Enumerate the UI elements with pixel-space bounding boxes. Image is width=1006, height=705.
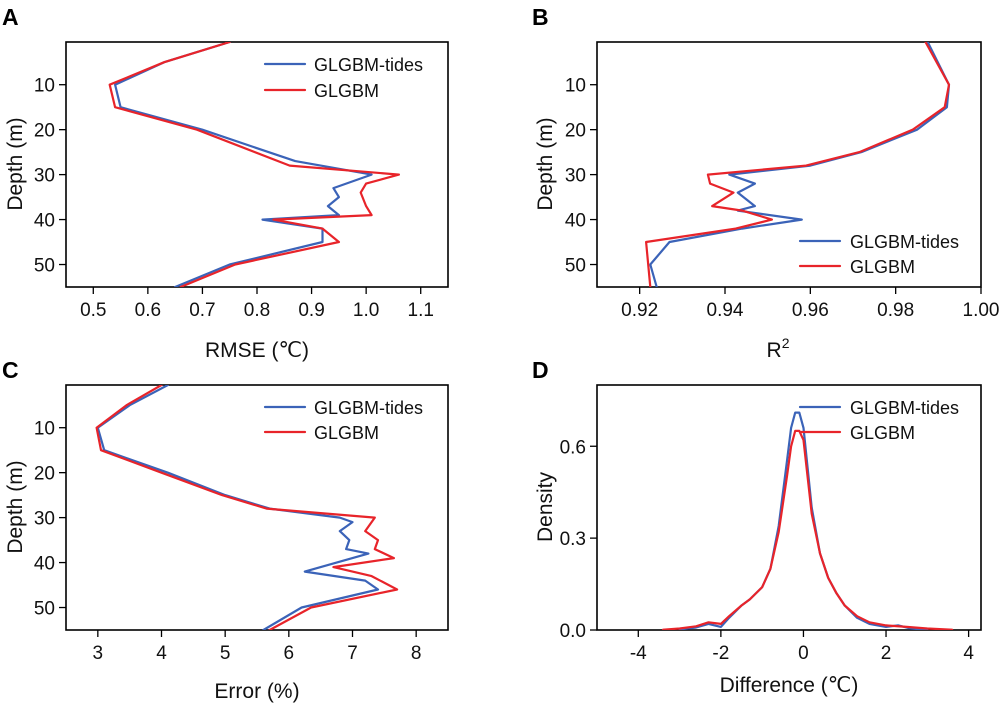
panel-b-x-tick-label: 1.00 [963,300,1000,321]
panel-c-x-tick-label: 5 [220,643,231,664]
panel-b-y-tick-label: 10 [565,76,586,97]
panel-d-x-axis-label: Difference (℃) [720,674,859,697]
panel-d-y-tick-label: 0.0 [560,621,586,642]
panel-b-y-axis-label: Depth (m) [534,117,557,210]
panel-a-series-base-line [108,42,400,287]
panel-c-x-tick-label: 4 [156,643,167,664]
panel-a-y-tick-label: 30 [34,166,55,187]
panel-c-legend-label-tides: GLGBM-tides [314,398,423,418]
panel-a-x-tick-label: 0.6 [135,300,161,321]
panel-c-series-base-line [95,385,399,630]
panel-c-x-tick-label: 7 [347,643,358,664]
panel-c-plot-frame [65,384,449,631]
panel-d-x-tick-label: 2 [881,643,892,664]
panel-c-y-tick-label: 20 [34,464,55,485]
panel-c-y-tick-label: 50 [34,599,55,620]
panel-a-x-tick-label: 0.7 [189,300,215,321]
panel-b-plot-frame [596,41,982,288]
panel-c-label: C [2,357,19,383]
panel-b-series [644,42,951,287]
panel-b-y-tick-label: 40 [565,211,586,232]
panel-d-y-tick-label: 0.6 [560,437,586,458]
panel-a-y-tick-label: 10 [34,76,55,97]
panel-a-x-tick-label: 0.8 [244,300,270,321]
panel-a-y-tick-label: 50 [34,256,55,277]
panel-d-label: D [532,357,549,383]
panel-b: B 0.92 0.94 0.96 0.98 1.00 10 20 30 40 50 R2 Dept… [532,4,999,362]
panel-d-legend-label-tides: GLGBM-tides [850,398,959,418]
panel-c: C 3 4 5 6 7 8 10 20 30 40 50 Error (%) Depth (m) G… [2,357,449,703]
panel-a-ticks: 0.5 0.6 0.7 0.8 0.9 1.0 1.1 10 20 30 40 50 [34,76,434,321]
panel-b-series-tides-line [649,42,951,287]
panel-c-series-tides-line [96,385,380,630]
panel-d-x-tick-label: 0 [798,643,809,664]
panel-a-x-tick-label: 1.1 [408,300,434,321]
panel-a-legend: GLGBM-tides GLGBM [263,55,423,101]
panel-d: D -4 -2 0 2 4 0.0 0.3 0.6 Difference (℃) Densit… [532,357,982,697]
panel-c-legend: GLGBM-tides GLGBM [263,398,423,443]
panel-d-y-axis-label: Density [534,471,557,542]
panel-b-legend-label-base: GLGBM [850,257,915,277]
panel-b-legend: GLGBM-tides GLGBM [798,232,959,277]
panel-a-legend-label-base: GLGBM [314,81,379,101]
panel-d-series-base-line [661,429,954,630]
panel-a-label: A [2,4,19,30]
panel-a-y-axis-label: Depth (m) [4,117,27,210]
panel-c-series [95,385,399,630]
panel-d-x-tick-label: 4 [963,643,974,664]
panel-a-x-tick-label: 1.0 [353,300,379,321]
panel-d-series [661,411,954,630]
panel-c-x-tick-label: 8 [411,643,422,664]
panel-d-ticks: -4 -2 0 2 4 0.0 0.3 0.6 [560,437,975,664]
panel-a-y-tick-label: 20 [34,121,55,142]
panel-a-x-tick-label: 0.9 [298,300,324,321]
panel-d-legend-label-base: GLGBM [850,423,915,443]
panel-c-y-tick-label: 30 [34,509,55,530]
panel-d-y-tick-label: 0.3 [560,529,586,550]
panel-b-x-tick-label: 0.92 [621,300,658,321]
panel-b-legend-label-tides: GLGBM-tides [850,232,959,252]
panel-c-legend-label-base: GLGBM [314,423,379,443]
panel-a-y-tick-label: 40 [34,211,55,232]
panel-b-series-base-line [644,42,951,287]
panel-c-x-tick-label: 3 [93,643,104,664]
panel-b-x-tick-label: 0.94 [707,300,744,321]
panel-a: A 0.5 0.6 0.7 0.8 0.9 1.0 1.1 10 20 30 40 50 RMSE (… [2,4,449,362]
panel-a-legend-label-tides: GLGBM-tides [314,55,423,75]
panel-b-y-tick-label: 20 [565,121,586,142]
panel-b-x-tick-label: 0.96 [792,300,829,321]
panel-a-series [108,42,400,287]
panel-a-series-tides-line [113,42,373,287]
panel-c-y-axis-label: Depth (m) [4,460,27,553]
panel-b-ticks: 0.92 0.94 0.96 0.98 1.00 10 20 30 40 50 [565,76,1000,321]
panel-b-label: B [532,4,549,30]
panel-c-ticks: 3 4 5 6 7 8 10 20 30 40 50 [34,419,422,664]
panel-b-x-axis-label-superscript: 2 [782,335,790,351]
panel-c-x-tick-label: 6 [284,643,295,664]
panel-a-x-axis-label: RMSE (℃) [205,339,309,362]
panel-b-y-tick-label: 50 [565,256,586,277]
panel-c-y-tick-label: 40 [34,554,55,575]
panel-d-plot-frame [596,384,982,631]
panel-d-x-tick-label: -2 [712,643,729,664]
panel-b-x-axis-label: R2 [767,335,790,362]
panel-b-x-axis-label-base: R [767,339,782,362]
panel-d-x-tick-label: -4 [630,643,647,664]
panel-a-x-tick-label: 0.5 [80,300,106,321]
panel-b-x-tick-label: 0.98 [877,300,914,321]
panel-c-y-tick-label: 10 [34,419,55,440]
panel-c-x-axis-label: Error (%) [214,680,299,703]
panel-b-y-tick-label: 30 [565,166,586,187]
panel-d-legend: GLGBM-tides GLGBM [798,398,959,443]
